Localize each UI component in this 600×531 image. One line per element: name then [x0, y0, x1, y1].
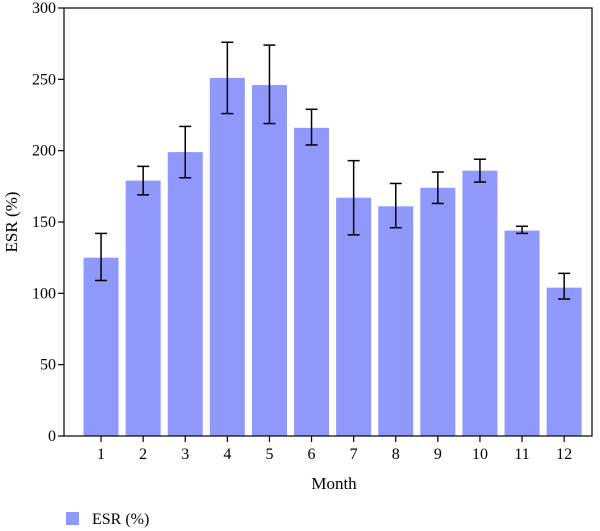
x-tick-label-4: 4	[223, 446, 231, 463]
y-tick-label-300: 300	[32, 0, 56, 17]
bar-month-11	[504, 230, 540, 436]
x-tick-label-7: 7	[350, 446, 358, 463]
bar-month-12	[546, 287, 582, 436]
x-tick-label-5: 5	[265, 446, 273, 463]
y-tick-label-50: 50	[40, 357, 56, 374]
x-axis-title: Month	[311, 474, 357, 493]
y-tick-label-0: 0	[48, 428, 56, 445]
error-bars-group	[95, 41, 571, 300]
legend: ESR (%)	[66, 511, 149, 528]
x-tick-label-2: 2	[139, 446, 147, 463]
x-tick-label-3: 3	[181, 446, 189, 463]
y-tick-label-150: 150	[32, 214, 56, 231]
legend-swatch	[66, 512, 79, 525]
y-tick-label-100: 100	[32, 285, 56, 302]
x-tick-label-12: 12	[556, 446, 572, 463]
bar-month-7	[336, 197, 372, 436]
x-tick-label-10: 10	[472, 446, 488, 463]
legend-label: ESR (%)	[92, 511, 149, 528]
bar-month-8	[378, 206, 414, 436]
x-tick-label-8: 8	[392, 446, 400, 463]
bar-month-5	[251, 85, 287, 436]
x-tick-label-9: 9	[434, 446, 442, 463]
bar-month-6	[294, 127, 330, 436]
y-axis-title: ESR (%)	[2, 192, 21, 253]
x-tick-label-6: 6	[308, 446, 316, 463]
bar-month-3	[167, 152, 203, 437]
y-axis: 0 50 100 150 200 250 300	[32, 0, 64, 445]
x-tick-label-1: 1	[97, 446, 105, 463]
bar-month-2	[125, 180, 161, 436]
y-tick-label-200: 200	[32, 143, 56, 160]
bar-month-10	[462, 170, 498, 436]
bar-month-1	[83, 257, 119, 436]
bar-month-9	[420, 187, 456, 436]
bar-month-4	[209, 77, 245, 436]
x-tick-label-11: 11	[514, 446, 529, 463]
bars-group	[83, 77, 582, 437]
y-tick-label-250: 250	[32, 71, 56, 88]
x-axis: 1 2 3 4 5 6 7 8 9 10 11 12	[97, 436, 572, 463]
